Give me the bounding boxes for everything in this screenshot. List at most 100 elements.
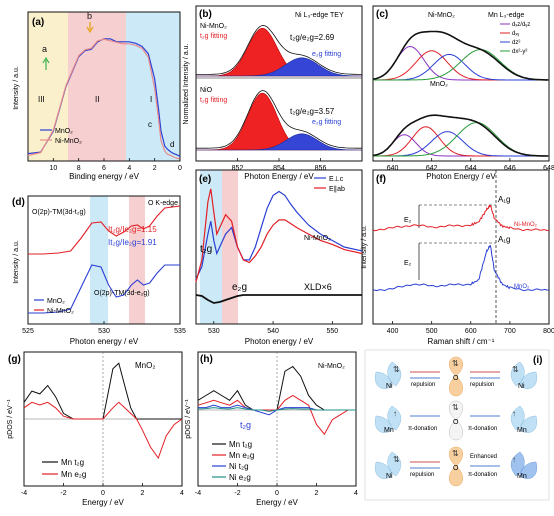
- panel-b-x-tick-label: 854: [273, 165, 285, 172]
- panel-i-row1-left-atom: Ni: [386, 383, 393, 390]
- panel-c-title: Mn L₃-edge: [488, 12, 524, 19]
- panel-f-x-tick-label: 400: [387, 328, 399, 335]
- panel-c-legend-0: dₓz/dᵧz: [512, 22, 530, 28]
- panel-h-legend-1: Mn e₂g: [229, 451, 254, 460]
- panel-e-series-perp-line: [195, 190, 363, 280]
- panel-e-label-eg: e₂g: [232, 282, 247, 293]
- panel-h-series-ni-eg-line: [197, 407, 356, 412]
- panel-a-ylabel: Intensity / a.u.: [13, 66, 20, 110]
- panel-a-label: (a): [32, 17, 44, 28]
- panel-c-legend-2: dz²: [512, 40, 520, 46]
- panel-i-row3-right-atom: Mn: [517, 473, 527, 480]
- panel-d-xlabel: Photon energy / eV: [70, 337, 139, 346]
- panel-a-x-tick-label: 10: [49, 165, 57, 172]
- panel-i-row1-right-text: repulsion: [470, 382, 494, 388]
- panel-i-row2-right-atom: Mn: [517, 427, 527, 434]
- panel-f-x-tick-label: 500: [426, 328, 438, 335]
- panel-d-title: O K-edge: [148, 200, 178, 207]
- panel-d-x-tick-label: 530: [98, 328, 110, 335]
- panel-i-row3-left-text: repulsion: [410, 472, 434, 478]
- panel-i-row2-center-atom: O: [453, 419, 459, 426]
- panel-d: (d) O K-edge O(2p)-TM(3d-t₂g) O(2p)-TM(3…: [12, 195, 186, 346]
- panel-e-label: (e): [199, 174, 211, 185]
- panel-b-sub0-ratio: t₂g/e₂g=2.69: [290, 33, 335, 42]
- panel-i-row2-left-atom: Mn: [384, 427, 394, 434]
- panel-d-annotation-t2g: O(2p)-TM(3d-t₂g): [32, 209, 86, 216]
- panel-g-legend: Mn t₂g Mn e₂g: [42, 458, 86, 479]
- panel-g-x-tick-label: -4: [21, 490, 27, 497]
- panel-f-xticks: 400 500 600 700 800: [387, 321, 554, 335]
- panel-d-series-nimno2-line: [28, 205, 181, 255]
- panel-d-label: (d): [12, 197, 25, 208]
- panel-f-series-mno2-line: [372, 244, 550, 292]
- panel-c: (c) Mn L₃-edge Ni-MnO₂ MnO₂ dₓz/dᵧz dₓᵧ …: [372, 5, 554, 181]
- panel-g-x-tick-label: -2: [60, 490, 66, 497]
- panel-i-row2-center-orbital-icon: [449, 400, 463, 441]
- panel-e-band-eg: [222, 170, 238, 324]
- panel-a-legend-mno2: MnO₂: [55, 128, 73, 135]
- panel-i-row3-center-orbital-icon: [449, 446, 463, 487]
- panel-f-series-nimno2-line: [372, 204, 550, 232]
- panel-i-row3-right-orbital-icon: [510, 451, 538, 479]
- panel-c-frame: [372, 5, 550, 162]
- panel-i-row3-center-spin-icon: ⇅: [452, 449, 459, 458]
- panel-h-legend-2: Ni t₂g: [229, 462, 249, 471]
- panel-i-row3-right-text: π-donation: [468, 472, 497, 478]
- panel-i-row1-left-spin-icon: ⇅: [393, 365, 400, 374]
- panel-a-region-ii: [68, 12, 126, 161]
- panel-h: (h) Ni-MnO₂ t₂g Mn t₂g Mn e₂g Ni t₂g Ni …: [185, 351, 358, 507]
- panel-i-row2-right-orbital-icon: [510, 405, 538, 433]
- panel-d-x-tick-label: 535: [174, 328, 186, 335]
- panel-c-legend: dₓz/dᵧz dₓᵧ dz² dx²-y²: [500, 22, 530, 55]
- panel-b-sub1-eg-label: e₂g fitting: [312, 119, 341, 126]
- panel-a-arrow-down: [86, 22, 94, 34]
- panel-b-title: Ni L₃-edge TEY: [295, 12, 344, 19]
- panel-f-series-label-mn: MnO₂: [514, 284, 530, 290]
- panel-e-x-tick-label: 530: [208, 328, 220, 335]
- panel-c-xticks: 640 642 644 646 648: [387, 158, 554, 172]
- panel-a-xlabel: Binding energy / eV: [69, 172, 139, 181]
- panel-c-legend-1: dₓᵧ: [512, 31, 519, 37]
- panel-b-nio-envelope: [196, 90, 362, 149]
- panel-e-x-tick-label: 550: [327, 328, 339, 335]
- panel-f-label: (f): [376, 174, 386, 185]
- panel-a-annotation-a: a: [42, 44, 47, 54]
- panel-i-row3-left-orbital-icon: [374, 451, 402, 479]
- panel-i-row2-left-spin-icon: ↑: [393, 409, 397, 418]
- panel-a-annotation-c: c: [148, 120, 152, 129]
- panel-c-x-tick-label: 644: [465, 165, 477, 172]
- panel-e-series-par-line: [195, 188, 363, 283]
- panel-g-xticks: -4 -2 0 2 4: [21, 483, 184, 497]
- panel-d-band-eg: [129, 196, 145, 324]
- panel-i-row3-center-atom: O: [453, 465, 459, 472]
- panel-i-row2-left-text: π-donation: [408, 426, 437, 432]
- panel-c-legend-3: dx²-y²: [512, 49, 527, 55]
- panel-d-annotation-eg: O(2p)-TM(3d-e₂g): [94, 290, 150, 297]
- panel-e-x-tick-label: 540: [267, 328, 279, 335]
- panel-i-row2-right-spin-icon: ↑: [512, 409, 516, 418]
- panel-g-legend-t2g: Mn t₂g: [61, 458, 84, 467]
- panel-d-ratio-mn: It₂g/Ie₂g=1.91: [108, 238, 157, 247]
- panel-g-x-tick-label: 2: [141, 490, 145, 497]
- panel-a-x-tick-label: 2: [153, 165, 157, 172]
- panel-i-row2-center-spin-icon: ⇅: [452, 403, 459, 412]
- panel-e-legend: E⊥c E∥ab: [314, 176, 345, 193]
- panel-a-arrow-up: [42, 56, 50, 70]
- panel-h-t2g-label: t₂g: [240, 420, 251, 430]
- panel-i: (i) Ni ⇅ O ⇅ Ni ⇅ repulsion repulsion Mn…: [364, 349, 550, 501]
- panel-c-xlabel: Photon Energy / eV: [426, 172, 496, 181]
- panel-e-xticks: 530 540 550: [208, 321, 338, 335]
- panel-b-xticks: 852 854 856: [232, 158, 326, 172]
- panel-d-legend-mno2: MnO₂: [47, 298, 65, 305]
- panel-f-x-tick-label: 800: [543, 328, 554, 335]
- panel-g-title: MnO₂: [135, 361, 155, 370]
- panel-h-x-tick-label: 4: [354, 490, 358, 497]
- panel-b-sub0-label: Ni-MnO₂: [200, 23, 227, 30]
- panel-i-row-3: Ni ⇅ O ⇅ Mn ↑ repulsion Enhanced π-donat…: [374, 446, 538, 487]
- panel-g-series-mn-t2g-line: [23, 362, 182, 420]
- panel-a-region-i: [126, 12, 180, 161]
- panel-a-region-label-i: I: [150, 95, 152, 104]
- panel-h-x-tick-label: -4: [195, 490, 201, 497]
- panel-e-legend-par: E∥ab: [329, 185, 345, 193]
- panel-i-row3-left-atom: Ni: [386, 473, 393, 480]
